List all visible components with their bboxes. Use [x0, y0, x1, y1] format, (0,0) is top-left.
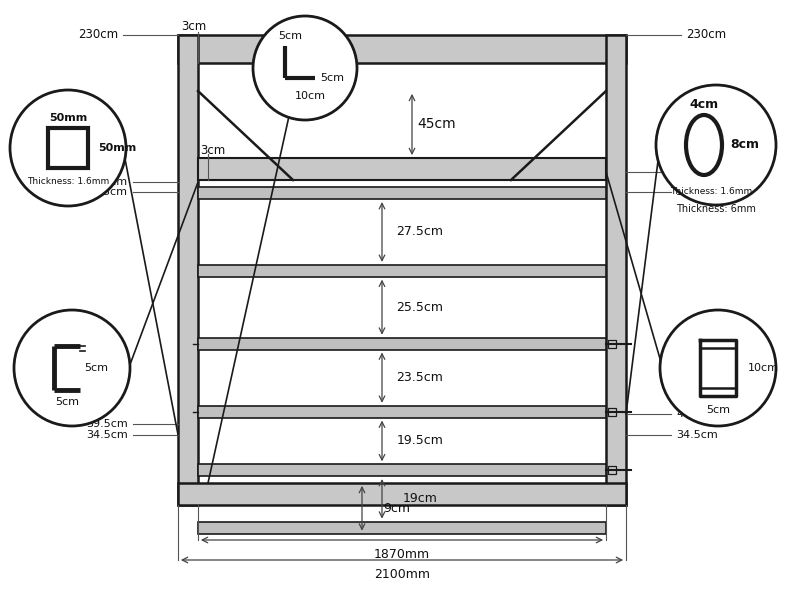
Circle shape	[656, 85, 776, 205]
Text: 10cm: 10cm	[748, 363, 779, 373]
Bar	[48, 128, 88, 168]
Bar	[198, 265, 606, 277]
Bar	[198, 521, 606, 533]
Text: Thickness: 6mm: Thickness: 6mm	[676, 205, 756, 214]
Bar	[608, 466, 616, 474]
Text: 45cm: 45cm	[418, 118, 456, 131]
Text: 34.5cm: 34.5cm	[86, 430, 128, 439]
Text: 19.5cm: 19.5cm	[397, 434, 443, 448]
Bar	[178, 483, 626, 505]
Text: 39.5cm: 39.5cm	[86, 419, 128, 429]
Text: 50mm: 50mm	[49, 113, 87, 123]
Text: 3cm: 3cm	[181, 20, 206, 34]
Text: 5cm: 5cm	[84, 363, 108, 373]
Text: 27.5cm: 27.5cm	[397, 226, 443, 238]
Text: 230cm: 230cm	[78, 28, 118, 41]
Text: 3cm: 3cm	[200, 143, 226, 157]
Bar	[178, 35, 198, 505]
Text: 25.5cm: 25.5cm	[397, 301, 443, 314]
Bar	[198, 406, 606, 418]
Text: 5cm: 5cm	[55, 397, 79, 407]
Bar	[608, 340, 616, 347]
Circle shape	[10, 90, 126, 206]
Text: 19cm: 19cm	[402, 493, 438, 505]
Text: 44.5cm: 44.5cm	[676, 409, 718, 419]
Text: 9cm: 9cm	[383, 502, 410, 515]
Circle shape	[14, 310, 130, 426]
Text: Thickness: 1.6mm: Thickness: 1.6mm	[27, 178, 109, 187]
Text: 2100mm: 2100mm	[374, 568, 430, 581]
Text: 5cm: 5cm	[706, 405, 730, 415]
Text: 230cm: 230cm	[686, 28, 726, 41]
Bar	[608, 407, 616, 416]
Text: 50mm: 50mm	[98, 143, 136, 153]
Text: 163cm: 163cm	[676, 167, 714, 177]
Bar	[198, 338, 606, 350]
Text: 158cm: 158cm	[90, 177, 128, 187]
Text: 5cm: 5cm	[320, 73, 344, 83]
Bar	[198, 158, 606, 180]
Text: 153cm: 153cm	[676, 187, 714, 197]
Circle shape	[660, 310, 776, 426]
Bar	[198, 464, 606, 476]
Text: 5cm: 5cm	[278, 31, 302, 41]
Text: 4cm: 4cm	[690, 98, 718, 112]
Circle shape	[253, 16, 357, 120]
Bar	[198, 187, 606, 199]
Text: 23.5cm: 23.5cm	[397, 371, 443, 384]
Bar	[178, 35, 626, 63]
Text: 10cm: 10cm	[294, 91, 326, 101]
Text: 34.5cm: 34.5cm	[676, 430, 718, 439]
Text: 1870mm: 1870mm	[374, 547, 430, 560]
Text: 8cm: 8cm	[730, 139, 759, 151]
Text: Thickness: 1.6mm: Thickness: 1.6mm	[670, 187, 752, 196]
Bar	[606, 35, 626, 505]
Ellipse shape	[686, 115, 722, 175]
Text: 153cm: 153cm	[90, 187, 128, 197]
